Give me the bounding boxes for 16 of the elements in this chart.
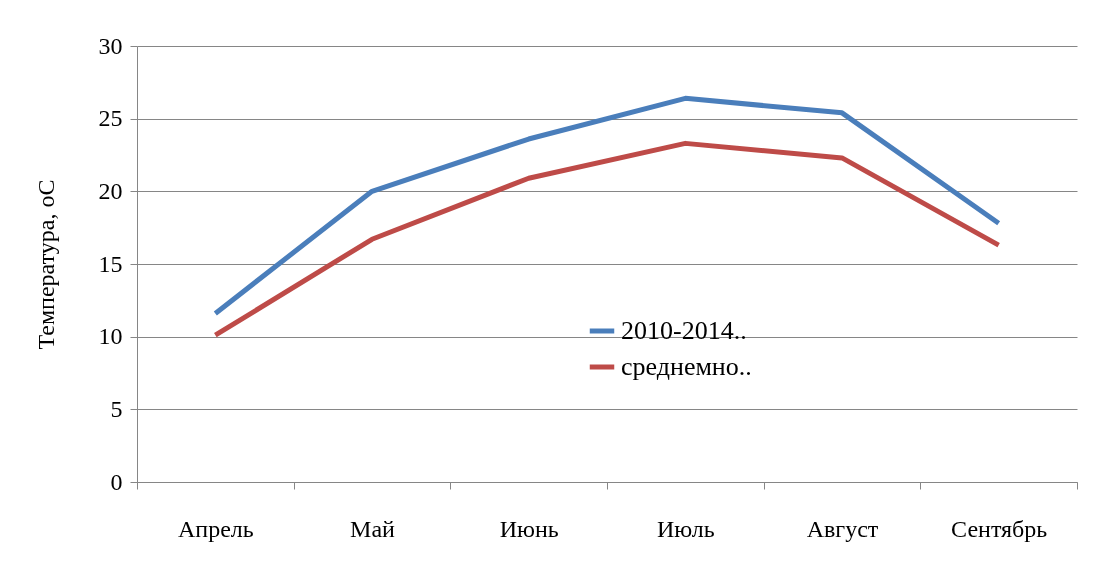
x-tick-label: Май [350, 515, 396, 542]
legend-label: среднемно.. [621, 352, 752, 381]
y-tick-label: 30 [98, 32, 123, 59]
y-tick-label: 10 [98, 323, 123, 350]
y-tick-label: 20 [98, 177, 123, 204]
x-tick-label: Июль [657, 515, 715, 542]
legend-label: 2010-2014.. [621, 316, 747, 345]
y-tick-label: 25 [98, 105, 123, 132]
x-tick-label: Сентябрь [951, 515, 1048, 542]
y-axis-title: Температура, оС [32, 179, 59, 350]
y-tick-label: 5 [110, 395, 123, 422]
x-tick-label: Апрель [177, 515, 254, 542]
x-tick-label: Август [806, 515, 879, 542]
y-tick-label: 0 [110, 468, 123, 495]
y-tick-label: 15 [98, 250, 123, 277]
x-tick-label: Июнь [499, 515, 559, 542]
